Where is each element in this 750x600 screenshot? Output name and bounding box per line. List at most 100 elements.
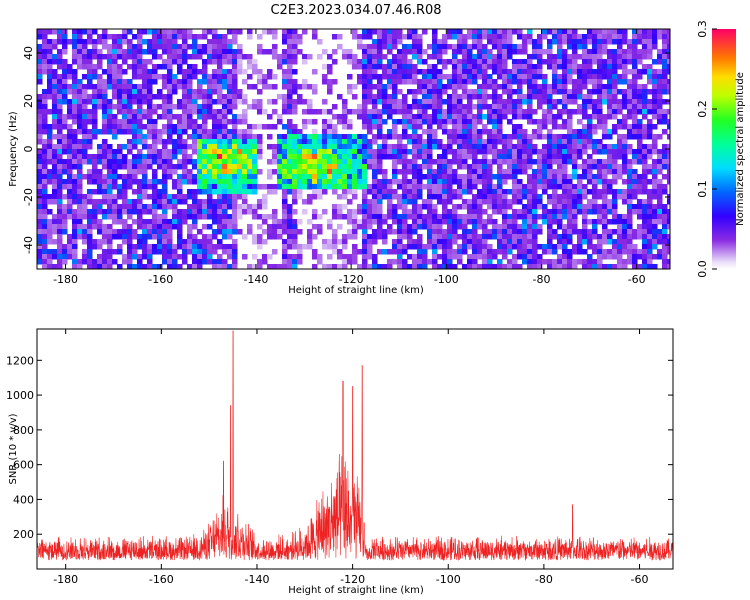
spectrogram-cell — [52, 154, 58, 160]
spectrogram-cell — [662, 244, 668, 250]
snr-y-tick-label: 200 — [13, 528, 34, 541]
spectrogram-cell — [527, 179, 533, 185]
spectrogram-cell — [107, 204, 113, 210]
spectrogram-cell — [172, 104, 178, 110]
spectrogram-cell — [162, 74, 168, 80]
spectrogram-cells — [37, 29, 670, 269]
spectrogram-cell — [522, 194, 528, 200]
spectrogram-cell — [437, 84, 443, 90]
spectrogram-cell — [517, 74, 523, 80]
spectrogram-cell — [157, 44, 163, 50]
spectrogram-cell — [222, 74, 228, 80]
spectrogram-cell — [147, 119, 153, 125]
spectrogram-cell — [92, 209, 98, 215]
spectrogram-cell — [377, 144, 383, 150]
spectrogram-cell — [477, 159, 483, 165]
spectrogram-cell — [622, 79, 628, 85]
spectrogram-cell — [137, 239, 143, 245]
spectrogram-cell — [232, 114, 238, 120]
spectrogram-cell — [52, 224, 58, 230]
spectrogram-cell — [522, 214, 528, 220]
spectrogram-cell — [147, 219, 153, 225]
spectrogram-cell — [202, 34, 208, 40]
spectrogram-cell — [42, 154, 48, 160]
spectrogram-cell — [282, 154, 288, 160]
spectrogram-cell — [527, 209, 533, 215]
spectrogram-cell — [637, 249, 643, 255]
spectrogram-cell — [137, 199, 143, 205]
spectrogram-cell — [552, 64, 558, 70]
spectrogram-cell — [257, 49, 263, 55]
spectrogram-cell — [162, 194, 168, 200]
spectrogram-cell — [467, 124, 473, 130]
spectrogram-cell — [207, 204, 213, 210]
spectrogram-cell — [97, 89, 103, 95]
spectrogram-cell — [127, 89, 133, 95]
spectrogram-cell — [622, 54, 628, 60]
spectrogram-cell — [607, 134, 613, 140]
colorbar-ticks: 0.00.10.20.3 — [696, 20, 717, 278]
spectrogram-cell — [417, 249, 423, 255]
spectrogram-cell — [127, 54, 133, 60]
spectrogram-cell — [627, 254, 633, 260]
spectrogram-cell — [527, 89, 533, 95]
spectrogram-cell — [627, 179, 633, 185]
spectrogram-cell — [572, 229, 578, 235]
spectrogram-cell — [437, 214, 443, 220]
spectrogram-cell — [602, 194, 608, 200]
spectrogram-cell — [392, 179, 398, 185]
spectrogram-cell — [92, 99, 98, 105]
spectrogram-cell — [77, 104, 83, 110]
spectrogram-cell — [127, 249, 133, 255]
spectrogram-cell — [67, 124, 73, 130]
spectrogram-cell — [62, 114, 68, 120]
spectrogram-cell — [497, 154, 503, 160]
spectrogram-cell — [422, 114, 428, 120]
spectrogram-cell — [37, 254, 43, 260]
spectrogram-cell — [47, 39, 53, 45]
spectrogram-cell — [362, 104, 368, 110]
spectrogram-cell — [407, 244, 413, 250]
spectrogram-cell — [157, 39, 163, 45]
spectrogram-cell — [447, 29, 453, 35]
spectrogram-cell — [437, 169, 443, 175]
spectrogram-cell — [177, 229, 183, 235]
spectrogram-cell — [282, 49, 288, 55]
spectrogram-cell — [82, 74, 88, 80]
spectrogram-cell — [517, 214, 523, 220]
spectrogram-cell — [447, 214, 453, 220]
spectrogram-cell — [452, 209, 458, 215]
spectrogram-cell — [557, 174, 563, 180]
spectrogram-cell — [382, 54, 388, 60]
spectrogram-cell — [382, 104, 388, 110]
spectrogram-cell — [207, 154, 213, 160]
spectrogram-cell — [642, 254, 648, 260]
spectrogram-cell — [37, 69, 43, 75]
spectrogram-cell — [482, 174, 488, 180]
spectrogram-cell — [242, 234, 248, 240]
spectrogram-cell — [322, 74, 328, 80]
spectrogram-cell — [382, 169, 388, 175]
spectrogram-cell — [457, 259, 463, 265]
spectrogram-cell — [487, 244, 493, 250]
spectrogram-cell — [507, 49, 513, 55]
spectrogram-x-tick-label: -80 — [533, 273, 551, 286]
spectrogram-cell — [427, 179, 433, 185]
spectrogram-cell — [47, 174, 53, 180]
spectrogram-cell — [492, 64, 498, 70]
spectrogram-cell — [182, 114, 188, 120]
spectrogram-cell — [207, 104, 213, 110]
spectrogram-cell — [207, 234, 213, 240]
spectrogram-cell — [342, 124, 348, 130]
spectrogram-cell — [622, 34, 628, 40]
spectrogram-cell — [557, 154, 563, 160]
spectrogram-cell — [322, 209, 328, 215]
spectrogram-cell — [282, 244, 288, 250]
spectrogram-cell — [342, 164, 348, 170]
spectrogram-cell — [442, 199, 448, 205]
spectrogram-cell — [127, 124, 133, 130]
spectrogram-cell — [107, 74, 113, 80]
spectrogram-cell — [487, 104, 493, 110]
spectrogram-cell — [532, 254, 538, 260]
spectrogram-cell — [627, 159, 633, 165]
